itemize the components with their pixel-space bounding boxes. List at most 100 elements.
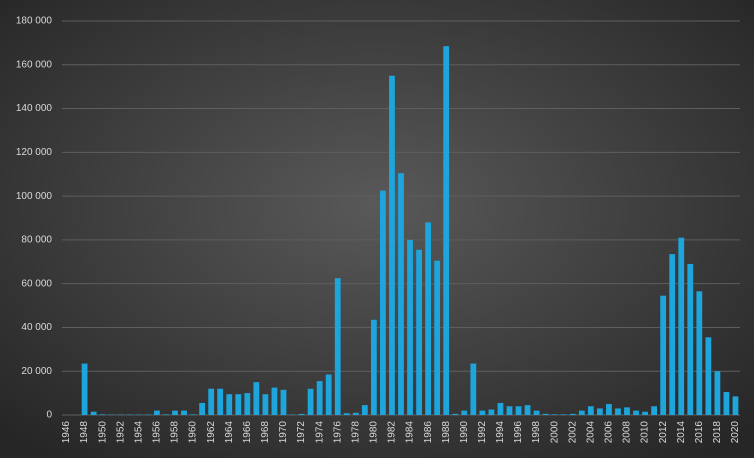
y-tick-label: 120 000 [16, 147, 53, 158]
x-tick-label: 1962 [206, 421, 217, 444]
bar [343, 413, 350, 415]
bar [488, 409, 495, 415]
bar [533, 410, 540, 415]
bar [181, 410, 187, 415]
bar [90, 411, 97, 415]
bar [172, 410, 178, 415]
x-tick-label: 2016 [694, 421, 705, 444]
x-tick-label: 2002 [567, 421, 578, 444]
bar [506, 406, 513, 415]
bar [651, 406, 658, 415]
x-tick-label: 2014 [676, 421, 687, 444]
bar [262, 394, 269, 415]
y-tick-label: 0 [46, 410, 52, 421]
x-tick-label: 1986 [423, 421, 434, 444]
bar [81, 363, 88, 415]
bar [352, 412, 359, 415]
bar [208, 388, 215, 415]
x-tick-label: 1946 [61, 421, 72, 444]
bar [732, 396, 739, 415]
x-tick-label: 1996 [513, 421, 524, 444]
x-tick-label: 1948 [79, 421, 90, 444]
x-tick-label: 2000 [549, 421, 560, 444]
bar [416, 249, 422, 415]
x-tick-label: 1978 [350, 421, 361, 444]
bar [244, 393, 251, 415]
bar [389, 75, 395, 415]
bar [587, 406, 594, 415]
bar [678, 237, 685, 415]
x-tick-label: 1972 [296, 421, 307, 444]
bar [199, 402, 206, 415]
bar [280, 389, 287, 415]
bar [298, 413, 305, 415]
bar [569, 413, 576, 415]
x-tick-label: 1982 [387, 421, 398, 444]
x-tick-label: 1974 [314, 421, 325, 444]
x-tick-label: 2008 [622, 421, 633, 444]
bar [723, 392, 730, 415]
bar [398, 173, 404, 415]
bar [479, 410, 486, 415]
x-tick-label: 1998 [531, 421, 542, 444]
x-tick-label: 2012 [658, 421, 669, 444]
x-tick-label: 1956 [152, 421, 163, 444]
bar [615, 408, 621, 415]
bar [163, 414, 169, 415]
bar [334, 278, 341, 415]
x-tick-label: 2018 [712, 421, 723, 444]
bar [470, 363, 477, 415]
y-tick-label: 40 000 [21, 322, 52, 333]
bar [696, 291, 703, 415]
x-tick-label: 1988 [441, 421, 452, 444]
x-tick-label: 1976 [332, 421, 343, 444]
y-tick-label: 160 000 [16, 59, 53, 70]
x-tick-label: 1966 [242, 421, 253, 444]
bar [515, 406, 522, 415]
bar [190, 414, 196, 415]
x-tick-label: 1990 [459, 421, 470, 444]
bar [714, 371, 721, 415]
bar [407, 239, 413, 415]
y-tick-label: 60 000 [21, 278, 52, 289]
x-tick-label: 1954 [133, 421, 144, 444]
bar [578, 410, 585, 415]
bar [705, 337, 712, 415]
x-tick-label: 2020 [730, 421, 741, 444]
bar [560, 414, 567, 415]
bar [316, 381, 323, 415]
bar [642, 411, 648, 415]
bar [434, 260, 441, 415]
bar [551, 414, 558, 415]
x-tick-label: 1994 [495, 421, 506, 444]
x-tick-label: 1952 [115, 421, 126, 444]
x-tick-label: 1960 [188, 421, 199, 444]
bar [253, 382, 260, 415]
bar [452, 413, 459, 415]
bar [687, 263, 694, 415]
bar [307, 388, 314, 415]
bar [596, 408, 603, 415]
x-tick-label: 1980 [369, 421, 380, 444]
x-tick-label: 1958 [170, 421, 181, 444]
bar [370, 319, 377, 415]
y-tick-label: 20 000 [21, 366, 52, 377]
x-tick-label: 2006 [604, 421, 615, 444]
y-tick-label: 180 000 [16, 16, 53, 27]
bar [217, 388, 224, 415]
bar [271, 387, 278, 415]
bar [524, 405, 531, 415]
bar [226, 394, 233, 415]
bar [443, 46, 450, 416]
bar [606, 404, 612, 415]
x-tick-label: 2004 [585, 421, 596, 444]
x-tick-label: 1968 [260, 421, 271, 444]
bar [461, 410, 468, 415]
bar [325, 374, 332, 415]
bar [624, 407, 630, 415]
y-tick-label: 80 000 [21, 235, 52, 246]
bar [99, 414, 106, 415]
bar [361, 405, 368, 415]
